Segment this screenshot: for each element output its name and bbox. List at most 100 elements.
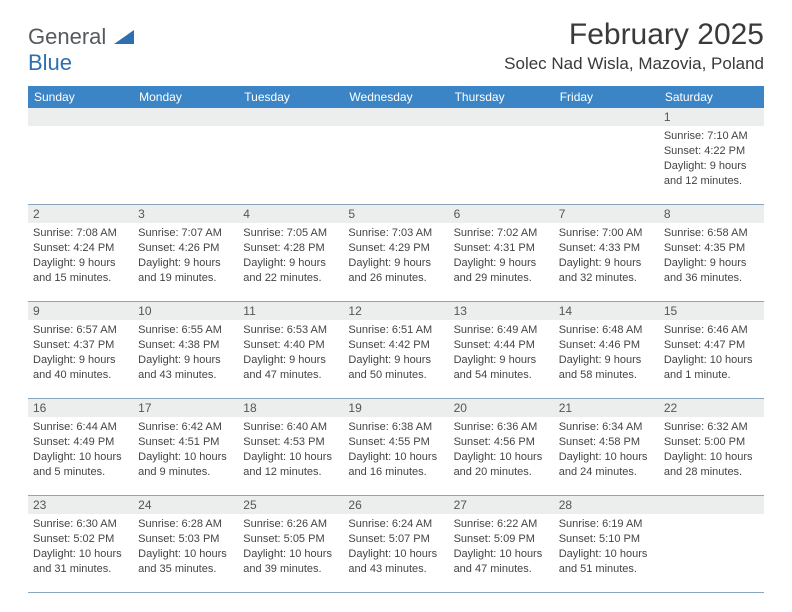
daylight-line: Daylight: 9 hours and 43 minutes. — [138, 353, 233, 383]
sunset-line: Sunset: 4:56 PM — [454, 435, 549, 450]
day-number: 27 — [449, 496, 554, 514]
sunrise-line: Sunrise: 7:03 AM — [348, 226, 443, 241]
daylight-line: Daylight: 9 hours and 12 minutes. — [664, 159, 759, 189]
day-cell: Sunrise: 6:42 AMSunset: 4:51 PMDaylight:… — [133, 417, 238, 495]
sunset-line: Sunset: 4:42 PM — [348, 338, 443, 353]
sunset-line: Sunset: 4:26 PM — [138, 241, 233, 256]
calendar: Sunday Monday Tuesday Wednesday Thursday… — [28, 86, 764, 593]
sunrise-line: Sunrise: 7:08 AM — [33, 226, 128, 241]
logo-triangle-icon — [114, 28, 134, 44]
sunrise-line: Sunrise: 6:51 AM — [348, 323, 443, 338]
sunset-line: Sunset: 4:22 PM — [664, 144, 759, 159]
day-cell — [554, 126, 659, 204]
sunrise-line: Sunrise: 7:07 AM — [138, 226, 233, 241]
day-cell: Sunrise: 6:30 AMSunset: 5:02 PMDaylight:… — [28, 514, 133, 592]
logo: General Blue — [28, 18, 134, 76]
daylight-line: Daylight: 10 hours and 16 minutes. — [348, 450, 443, 480]
week-row: Sunrise: 6:57 AMSunset: 4:37 PMDaylight:… — [28, 320, 764, 399]
sunset-line: Sunset: 4:29 PM — [348, 241, 443, 256]
month-title: February 2025 — [504, 18, 764, 52]
daylight-line: Daylight: 9 hours and 32 minutes. — [559, 256, 654, 286]
sunset-line: Sunset: 4:38 PM — [138, 338, 233, 353]
day-number-row: 16171819202122 — [28, 399, 764, 417]
day-number: 14 — [554, 302, 659, 320]
day-number: 7 — [554, 205, 659, 223]
logo-text: General Blue — [28, 24, 134, 76]
sunrise-line: Sunrise: 6:36 AM — [454, 420, 549, 435]
day-cell: Sunrise: 6:24 AMSunset: 5:07 PMDaylight:… — [343, 514, 448, 592]
day-number — [133, 108, 238, 126]
sunset-line: Sunset: 4:44 PM — [454, 338, 549, 353]
daylight-line: Daylight: 10 hours and 39 minutes. — [243, 547, 338, 577]
daylight-line: Daylight: 10 hours and 12 minutes. — [243, 450, 338, 480]
sunset-line: Sunset: 4:33 PM — [559, 241, 654, 256]
daylight-line: Daylight: 9 hours and 58 minutes. — [559, 353, 654, 383]
sunset-line: Sunset: 4:24 PM — [33, 241, 128, 256]
sunset-line: Sunset: 5:10 PM — [559, 532, 654, 547]
daylight-line: Daylight: 10 hours and 9 minutes. — [138, 450, 233, 480]
daylight-line: Daylight: 10 hours and 1 minute. — [664, 353, 759, 383]
day-cell: Sunrise: 7:02 AMSunset: 4:31 PMDaylight:… — [449, 223, 554, 301]
day-number: 21 — [554, 399, 659, 417]
day-number: 17 — [133, 399, 238, 417]
day-cell: Sunrise: 7:00 AMSunset: 4:33 PMDaylight:… — [554, 223, 659, 301]
sunset-line: Sunset: 5:07 PM — [348, 532, 443, 547]
sunset-line: Sunset: 5:03 PM — [138, 532, 233, 547]
sunrise-line: Sunrise: 6:28 AM — [138, 517, 233, 532]
daylight-line: Daylight: 9 hours and 22 minutes. — [243, 256, 338, 286]
day-number-row: 9101112131415 — [28, 302, 764, 320]
day-cell: Sunrise: 7:05 AMSunset: 4:28 PMDaylight:… — [238, 223, 343, 301]
day-number — [659, 496, 764, 514]
day-cell: Sunrise: 6:48 AMSunset: 4:46 PMDaylight:… — [554, 320, 659, 398]
daylight-line: Daylight: 10 hours and 51 minutes. — [559, 547, 654, 577]
dow-friday: Friday — [554, 86, 659, 108]
sunset-line: Sunset: 4:49 PM — [33, 435, 128, 450]
day-number-row: 232425262728 — [28, 496, 764, 514]
daylight-line: Daylight: 10 hours and 47 minutes. — [454, 547, 549, 577]
daylight-line: Daylight: 9 hours and 47 minutes. — [243, 353, 338, 383]
sunrise-line: Sunrise: 6:32 AM — [664, 420, 759, 435]
day-cell: Sunrise: 6:44 AMSunset: 4:49 PMDaylight:… — [28, 417, 133, 495]
daylight-line: Daylight: 9 hours and 40 minutes. — [33, 353, 128, 383]
day-cell — [28, 126, 133, 204]
daylight-line: Daylight: 9 hours and 19 minutes. — [138, 256, 233, 286]
day-number: 28 — [554, 496, 659, 514]
day-cell: Sunrise: 6:55 AMSunset: 4:38 PMDaylight:… — [133, 320, 238, 398]
day-cell: Sunrise: 6:36 AMSunset: 4:56 PMDaylight:… — [449, 417, 554, 495]
sunrise-line: Sunrise: 6:55 AM — [138, 323, 233, 338]
sunrise-line: Sunrise: 7:10 AM — [664, 129, 759, 144]
day-number: 4 — [238, 205, 343, 223]
day-cell — [449, 126, 554, 204]
logo-line2: Blue — [28, 50, 72, 75]
dow-sunday: Sunday — [28, 86, 133, 108]
sunrise-line: Sunrise: 6:30 AM — [33, 517, 128, 532]
day-cell: Sunrise: 6:49 AMSunset: 4:44 PMDaylight:… — [449, 320, 554, 398]
sunrise-line: Sunrise: 6:57 AM — [33, 323, 128, 338]
day-number: 22 — [659, 399, 764, 417]
day-number-row: 2345678 — [28, 205, 764, 223]
sunset-line: Sunset: 4:58 PM — [559, 435, 654, 450]
week-row: Sunrise: 7:08 AMSunset: 4:24 PM Daylight:… — [28, 223, 764, 302]
day-cell: Sunrise: 6:32 AMSunset: 5:00 PMDaylight:… — [659, 417, 764, 495]
sunrise-line: Sunrise: 7:05 AM — [243, 226, 338, 241]
sunrise-line: Sunrise: 6:22 AM — [454, 517, 549, 532]
sunset-line: Sunset: 4:31 PM — [454, 241, 549, 256]
day-number: 23 — [28, 496, 133, 514]
sunset-line: Sunset: 4:51 PM — [138, 435, 233, 450]
dow-header-row: Sunday Monday Tuesday Wednesday Thursday… — [28, 86, 764, 108]
day-number: 19 — [343, 399, 448, 417]
day-cell: Sunrise: 7:10 AMSunset: 4:22 PMDaylight:… — [659, 126, 764, 204]
sunrise-line: Sunrise: 6:26 AM — [243, 517, 338, 532]
sunrise-line: Sunrise: 6:34 AM — [559, 420, 654, 435]
title-block: February 2025 Solec Nad Wisla, Mazovia, … — [504, 18, 764, 74]
sunrise-line: Sunrise: 6:44 AM — [33, 420, 128, 435]
day-cell: Sunrise: 6:34 AMSunset: 4:58 PMDaylight:… — [554, 417, 659, 495]
day-number: 24 — [133, 496, 238, 514]
day-cell: Sunrise: 6:22 AMSunset: 5:09 PMDaylight:… — [449, 514, 554, 592]
day-number: 11 — [238, 302, 343, 320]
week-row: Sunrise: 6:30 AMSunset: 5:02 PMDaylight:… — [28, 514, 764, 593]
day-number: 13 — [449, 302, 554, 320]
week-row: Sunrise: 7:10 AMSunset: 4:22 PMDaylight:… — [28, 126, 764, 205]
sunrise-line: Sunrise: 6:53 AM — [243, 323, 338, 338]
day-cell: Sunrise: 6:40 AMSunset: 4:53 PMDaylight:… — [238, 417, 343, 495]
